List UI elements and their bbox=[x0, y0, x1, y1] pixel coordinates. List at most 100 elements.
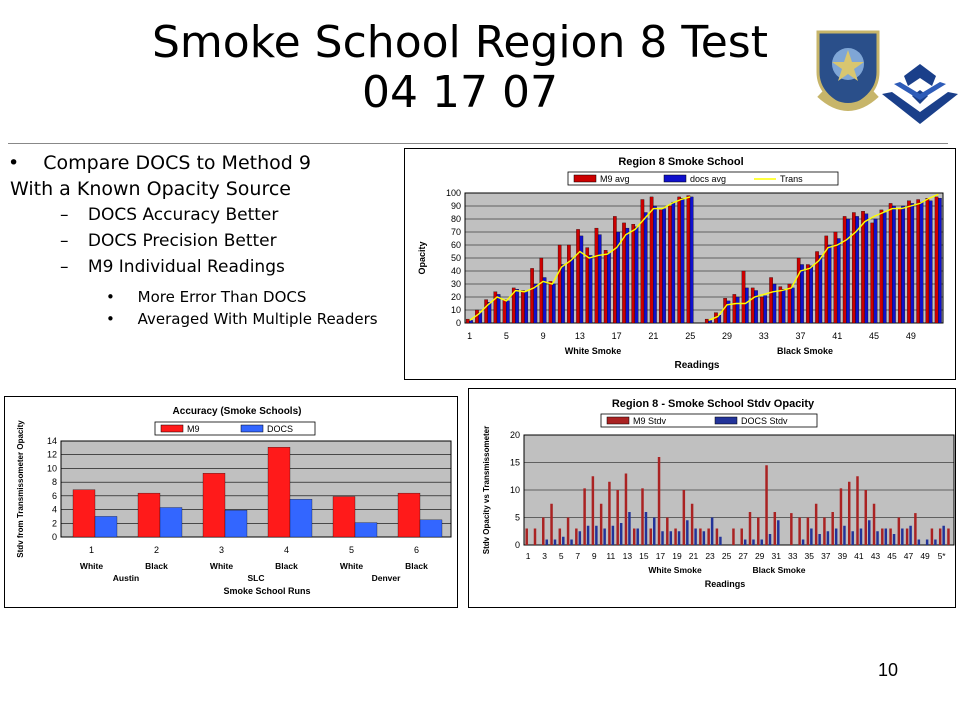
bar bbox=[570, 539, 573, 545]
bullet-item: – M9 Individual Readings bbox=[60, 257, 285, 277]
accuracy-chart-svg: Accuracy (Smoke Schools)M9 DOCS0246810121… bbox=[16, 406, 452, 596]
x-tick-label: 2 bbox=[154, 545, 159, 555]
bar bbox=[643, 212, 648, 324]
bar bbox=[707, 528, 710, 545]
y-tick-label: 30 bbox=[451, 279, 461, 289]
x-tick-label: 19 bbox=[672, 551, 682, 561]
x-axis-label: Readings bbox=[705, 579, 746, 589]
bar bbox=[686, 195, 691, 324]
x-tick-label: 11 bbox=[606, 551, 615, 561]
group-label: Black Smoke bbox=[753, 565, 806, 575]
y-tick-label: 5 bbox=[515, 513, 520, 523]
bar bbox=[892, 534, 896, 545]
x-tick-label: 5* bbox=[938, 551, 947, 561]
bar bbox=[267, 447, 291, 538]
bar bbox=[525, 528, 528, 545]
bar bbox=[94, 516, 118, 538]
title-divider bbox=[8, 143, 948, 144]
bar bbox=[558, 528, 562, 545]
legend-box bbox=[567, 171, 839, 186]
bar bbox=[567, 244, 571, 324]
legend-swatch bbox=[714, 416, 738, 425]
bar bbox=[796, 257, 801, 324]
bar bbox=[680, 198, 685, 324]
bar bbox=[668, 205, 672, 324]
bar bbox=[607, 252, 611, 324]
shield-icon bbox=[816, 30, 880, 111]
bar bbox=[864, 213, 869, 324]
bar bbox=[603, 250, 608, 324]
bar bbox=[872, 503, 876, 545]
y-tick-label: 100 bbox=[446, 188, 461, 198]
x-tick-label: 45 bbox=[869, 331, 879, 341]
y-tick-label: 0 bbox=[52, 532, 57, 542]
x-tick-label: 4 bbox=[284, 545, 289, 555]
bar bbox=[760, 539, 763, 545]
bullet-item: • More Error Than DOCS bbox=[106, 288, 306, 306]
chart-title: Region 8 - Smoke School Stdv Opacity bbox=[612, 398, 815, 410]
bar bbox=[613, 216, 617, 324]
x-tick-label: 31 bbox=[771, 551, 781, 561]
bar bbox=[790, 287, 795, 324]
bar bbox=[843, 525, 846, 545]
bar bbox=[585, 247, 590, 324]
bar bbox=[539, 257, 544, 324]
bar bbox=[397, 492, 421, 538]
x-axis-label: Smoke School Runs bbox=[223, 586, 310, 596]
y-tick-label: 4 bbox=[52, 505, 57, 515]
bullet-text: DOCS Precision Better bbox=[87, 231, 277, 251]
bar bbox=[561, 264, 565, 324]
x-tick-label: 6 bbox=[414, 545, 419, 555]
bar bbox=[851, 531, 854, 545]
bar bbox=[855, 216, 859, 324]
bar bbox=[938, 528, 942, 545]
x-tick-label: 47 bbox=[904, 551, 914, 561]
bar bbox=[484, 299, 488, 324]
x-tick-label: 33 bbox=[788, 551, 798, 561]
bar bbox=[583, 488, 586, 545]
legend-label: M9 avg bbox=[600, 174, 630, 184]
bar bbox=[677, 196, 681, 324]
bar bbox=[754, 290, 758, 324]
bar bbox=[550, 503, 553, 545]
bar bbox=[591, 476, 595, 545]
bar bbox=[686, 520, 689, 545]
bar bbox=[769, 277, 773, 324]
group-label: Black Smoke bbox=[777, 346, 833, 356]
legend-label: DOCS Stdv bbox=[741, 416, 788, 426]
y-tick-label: 10 bbox=[510, 485, 520, 495]
bar bbox=[768, 534, 772, 545]
bar bbox=[690, 503, 694, 545]
y-tick-label: 12 bbox=[47, 450, 57, 460]
bar bbox=[524, 291, 529, 324]
x-tick-label: 1 bbox=[89, 545, 94, 555]
bar bbox=[827, 244, 832, 324]
bar bbox=[530, 268, 534, 324]
bar bbox=[925, 539, 929, 545]
bar bbox=[669, 531, 673, 545]
bar bbox=[914, 513, 917, 545]
x-tick-label: 5 bbox=[349, 545, 354, 555]
bar bbox=[704, 318, 709, 324]
x-tick-label: 23 bbox=[705, 551, 715, 561]
bullet-text: M9 Individual Readings bbox=[87, 257, 285, 277]
bar bbox=[750, 287, 755, 324]
x-tick-label: 21 bbox=[689, 551, 699, 561]
bullet-marker: • bbox=[106, 310, 115, 328]
bar bbox=[653, 205, 657, 324]
group-label: White Smoke bbox=[648, 565, 702, 575]
bar bbox=[493, 291, 498, 324]
bar bbox=[694, 528, 697, 545]
bar bbox=[787, 283, 792, 324]
bar bbox=[842, 216, 847, 324]
bar bbox=[901, 528, 904, 545]
bar bbox=[699, 528, 702, 545]
y-tick-label: 20 bbox=[451, 292, 461, 302]
bar bbox=[562, 536, 565, 545]
bar bbox=[781, 289, 786, 324]
bar bbox=[354, 522, 378, 538]
y-tick-label: 70 bbox=[451, 227, 461, 237]
bar bbox=[570, 257, 574, 324]
bar bbox=[882, 212, 887, 324]
legend-swatch bbox=[606, 416, 630, 425]
